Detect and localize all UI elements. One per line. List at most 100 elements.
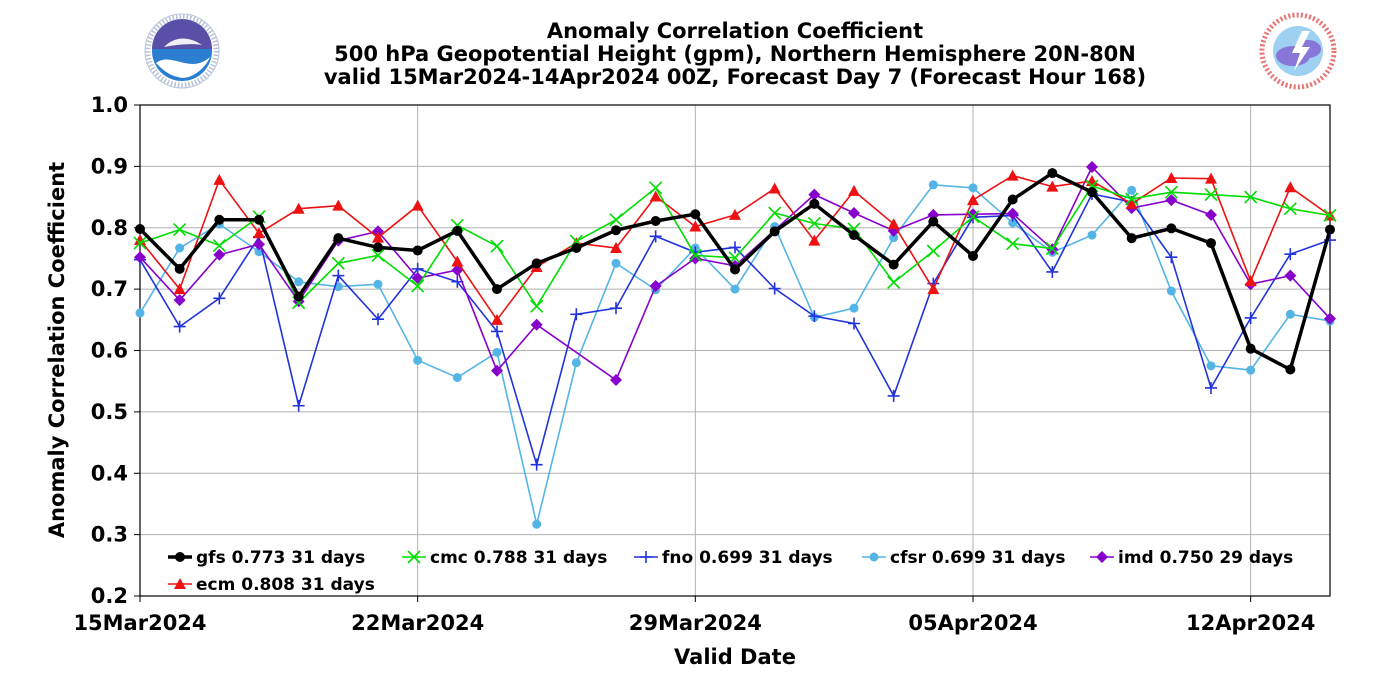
data-point-gfs bbox=[492, 284, 502, 295]
data-point-cfsr bbox=[730, 284, 740, 294]
data-point-ecm bbox=[1244, 275, 1257, 287]
series-cmc bbox=[133, 179, 1337, 313]
series-lines bbox=[133, 160, 1337, 529]
data-point-imd bbox=[530, 318, 543, 331]
data-point-ecm bbox=[610, 242, 622, 254]
data-point-ecm bbox=[649, 190, 662, 202]
data-point-cfsr bbox=[571, 358, 581, 368]
data-point-fno bbox=[729, 241, 741, 254]
data-point-cfsr bbox=[1285, 309, 1295, 319]
nws-logo bbox=[1259, 12, 1337, 90]
data-point-cmc bbox=[1006, 237, 1020, 251]
data-point-gfs bbox=[1126, 233, 1137, 244]
title-line-3: valid 15Mar2024-14Apr2024 00Z, Forecast … bbox=[324, 65, 1146, 89]
legend-label: gfs 0.773 31 days bbox=[196, 548, 365, 568]
data-point-fno bbox=[1205, 381, 1217, 394]
data-point-gfs bbox=[135, 223, 145, 234]
data-point-gfs bbox=[849, 230, 859, 241]
data-point-fno bbox=[530, 458, 543, 471]
y-tick-label: 0.8 bbox=[91, 216, 128, 240]
data-point-imd bbox=[1165, 194, 1178, 207]
data-point-imd bbox=[173, 294, 186, 307]
data-point-cfsr bbox=[1246, 365, 1256, 375]
data-point-imd bbox=[1324, 312, 1336, 325]
data-point-cmc bbox=[768, 206, 782, 220]
data-point-gfs bbox=[1166, 223, 1177, 234]
data-point-ecm bbox=[332, 199, 345, 211]
data-point-cmc bbox=[649, 181, 663, 195]
data-point-cmc bbox=[688, 248, 702, 262]
data-point-ecm bbox=[1284, 181, 1297, 193]
data-point-ecm bbox=[689, 220, 702, 232]
data-point-gfs bbox=[809, 198, 820, 209]
legend-label: fno 0.699 31 days bbox=[662, 548, 833, 568]
x-tick-label: 05Apr2024 bbox=[908, 611, 1037, 635]
data-point-fno bbox=[848, 317, 860, 330]
legend-marker bbox=[407, 550, 421, 564]
data-point-fno bbox=[768, 282, 781, 295]
data-point-cfsr bbox=[849, 303, 859, 313]
data-point-gfs bbox=[690, 209, 701, 220]
data-point-ecm bbox=[808, 234, 821, 246]
data-point-imd bbox=[1284, 269, 1297, 282]
data-point-ecm bbox=[967, 194, 979, 206]
data-point-gfs bbox=[730, 264, 740, 275]
data-point-cfsr bbox=[889, 233, 899, 243]
y-tick-label: 0.6 bbox=[91, 339, 128, 363]
data-point-cmc bbox=[1125, 192, 1139, 206]
data-point-ecm bbox=[173, 283, 186, 295]
legend-marker bbox=[174, 578, 186, 589]
chart-title: Anomaly Correlation Coefficient 500 hPa … bbox=[324, 19, 1146, 89]
data-point-ecm bbox=[372, 231, 384, 243]
data-point-cmc bbox=[212, 238, 226, 253]
data-point-gfs bbox=[650, 215, 661, 226]
data-point-fno bbox=[649, 230, 662, 243]
data-point-gfs bbox=[1047, 168, 1058, 179]
data-point-cmc bbox=[1164, 185, 1178, 199]
data-point-cfsr bbox=[373, 279, 383, 289]
data-point-gfs bbox=[1087, 187, 1097, 198]
data-point-gfs bbox=[333, 233, 344, 244]
legend-label: ecm 0.808 31 days bbox=[196, 575, 375, 595]
data-point-gfs bbox=[1325, 224, 1335, 235]
legend-marker bbox=[640, 551, 652, 563]
x-axis-label: Valid Date bbox=[674, 645, 796, 669]
data-point-ecm bbox=[768, 182, 781, 194]
data-point-fno bbox=[610, 302, 622, 315]
data-point-gfs bbox=[1007, 194, 1018, 205]
title-line-1: Anomaly Correlation Coefficient bbox=[547, 19, 923, 43]
data-point-cfsr bbox=[532, 519, 542, 529]
data-point-ecm bbox=[411, 199, 424, 211]
data-point-cfsr bbox=[294, 277, 304, 287]
data-point-ecm bbox=[491, 313, 503, 325]
y-tick-label: 0.5 bbox=[91, 400, 128, 424]
data-point-gfs bbox=[373, 242, 383, 253]
data-point-cmc bbox=[1283, 202, 1297, 216]
data-point-gfs bbox=[254, 214, 264, 225]
data-point-gfs bbox=[1245, 343, 1256, 354]
data-point-fno bbox=[1284, 248, 1297, 261]
legend-label: imd 0.750 29 days bbox=[1118, 548, 1293, 568]
data-point-fno bbox=[372, 313, 384, 326]
data-point-gfs bbox=[214, 214, 225, 225]
data-point-cmc bbox=[1244, 190, 1258, 204]
data-point-cmc bbox=[331, 256, 345, 270]
x-tick-label: 12Apr2024 bbox=[1186, 611, 1315, 635]
x-tick-label: 15Mar2024 bbox=[73, 611, 206, 635]
data-point-cfsr bbox=[611, 258, 621, 268]
data-point-fno bbox=[1046, 265, 1059, 278]
data-point-gfs bbox=[1206, 238, 1216, 249]
legend-entry-imd: imd 0.750 29 days bbox=[1090, 548, 1293, 568]
x-tick-label: 22Mar2024 bbox=[351, 611, 484, 635]
legend: gfs 0.773 31 days cmc 0.788 31 days fno 0.… bbox=[168, 548, 1293, 595]
data-point-gfs bbox=[1285, 364, 1296, 375]
data-point-cmc bbox=[1204, 188, 1218, 202]
legend-marker bbox=[869, 552, 879, 562]
data-point-fno bbox=[173, 320, 186, 333]
data-point-cmc bbox=[887, 275, 901, 289]
legend-marker bbox=[175, 552, 185, 562]
data-point-imd bbox=[649, 280, 662, 293]
data-point-gfs bbox=[888, 259, 899, 270]
y-tick-label: 0.4 bbox=[91, 461, 128, 485]
data-point-imd bbox=[610, 373, 622, 386]
